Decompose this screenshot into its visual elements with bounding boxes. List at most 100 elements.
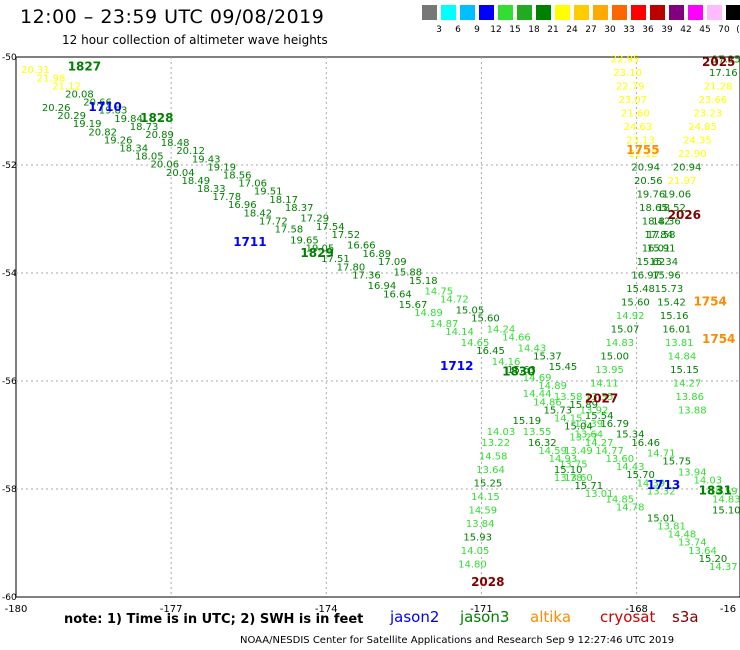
- swh-value: 15.91: [647, 243, 676, 254]
- swh-value: 15.67: [399, 300, 428, 311]
- swh-value: 14.69: [523, 373, 552, 384]
- swh-value: 15.42: [657, 297, 686, 308]
- swh-value: 14.27: [585, 438, 614, 449]
- swh-value: 20.04: [166, 168, 195, 179]
- swh-value: 18.49: [181, 176, 210, 187]
- swh-value: 14.14: [445, 327, 474, 338]
- swh-value: 22.79: [616, 81, 645, 92]
- legend-tick-label: 70: [718, 25, 730, 35]
- pass-time-label: 1754: [702, 332, 735, 346]
- swh-value: 20.08: [65, 90, 94, 101]
- swh-value: 17.06: [238, 179, 267, 190]
- satellite-jason3: jason3: [460, 608, 510, 626]
- swh-value: 14.39: [637, 478, 666, 489]
- swh-value: 15.93: [463, 532, 492, 543]
- legend-swatch: [555, 5, 570, 20]
- swh-value: 13.60: [606, 454, 635, 465]
- swh-value: 20.66: [83, 98, 112, 109]
- swh-value: 15.01: [647, 513, 676, 524]
- swh-value: 14.59: [469, 505, 498, 516]
- swh-value: 15.62: [637, 257, 666, 268]
- swh-value: 23.10: [613, 68, 642, 79]
- satellite-altika: altika: [530, 608, 572, 626]
- swh-value: 19.05: [306, 243, 335, 254]
- swh-value: 13.74: [678, 538, 707, 549]
- swh-value: 17.52: [331, 230, 360, 241]
- swh-value: 17.54: [316, 222, 345, 233]
- swh-value: 21.97: [668, 176, 697, 187]
- y-tick-label: -56: [2, 377, 17, 387]
- legend-swatch: [707, 5, 722, 20]
- swh-value: 14.15: [554, 414, 583, 425]
- legend-swatch: [612, 5, 627, 20]
- legend-tick-label: 18: [528, 25, 540, 35]
- swh-value: 15.25: [474, 478, 503, 489]
- legend-swatch: [479, 5, 494, 20]
- swh-value: 24.35: [683, 135, 712, 146]
- swh-value: 13.60: [564, 473, 593, 484]
- swh-value: 15.00: [600, 351, 629, 362]
- swh-value: 15.60: [621, 297, 650, 308]
- swh-value: 14.92: [616, 311, 645, 322]
- swh-value: 14.66: [502, 333, 531, 344]
- swh-value: 15.96: [652, 270, 681, 281]
- pass-time-label: 1830: [502, 365, 535, 379]
- swh-value: 18.05: [135, 152, 164, 163]
- swh-value: 19.43: [192, 154, 221, 165]
- swh-value: 21.98: [37, 73, 66, 84]
- legend-swatch: [498, 5, 513, 20]
- swh-value: 15.04: [564, 422, 593, 433]
- swh-value: 18.37: [285, 203, 314, 214]
- swh-value: 13.64: [476, 465, 505, 476]
- swh-value: 14.65: [461, 338, 490, 349]
- swh-value: 14.03: [693, 476, 722, 487]
- swh-value: 14.43: [518, 343, 547, 354]
- swh-value: 18.48: [161, 138, 190, 149]
- pass-time-label: 1711: [233, 235, 266, 249]
- x-tick-label: -168: [625, 604, 648, 615]
- swh-value: 20.06: [150, 160, 179, 171]
- time-labels: 1827 1710 1828 1711 1829 1712 1830 2027 1713 1831…: [68, 55, 736, 589]
- swh-value: 15.10: [712, 505, 740, 516]
- swh-value: 15.70: [626, 470, 655, 481]
- legend-tick-label: 30: [604, 25, 616, 35]
- lat-lon-grid: [16, 57, 740, 597]
- swh-value: 16.64: [383, 289, 412, 300]
- swh-value: 15.71: [575, 481, 604, 492]
- swh-value: 14.83: [712, 495, 740, 506]
- pass-time-label: 1829: [300, 246, 333, 260]
- legend-tick-label: 33: [623, 25, 635, 35]
- swh-value: 14.03: [487, 427, 516, 438]
- swh-value: 22.90: [678, 149, 707, 160]
- swh-value: 16.89: [362, 249, 391, 260]
- swh-value: 20.12: [176, 146, 205, 157]
- swh-value: 13.92: [580, 405, 609, 416]
- legend-tick-label: 9: [474, 25, 480, 35]
- legend-tick-label: 15: [509, 25, 521, 35]
- pass-time-label: 2028: [471, 575, 504, 589]
- swh-value: 17.16: [709, 68, 738, 79]
- swh-value: 14.75: [425, 287, 454, 298]
- swh-value: 13.32: [647, 486, 676, 497]
- pass-time-label: 1827: [68, 60, 101, 74]
- swh-value: 15.37: [533, 351, 562, 362]
- y-tick-label: -52: [2, 161, 17, 171]
- swh-value: 20.56: [634, 176, 663, 187]
- map-subtitle: 12 hour collection of altimeter wave hei…: [62, 33, 328, 47]
- legend-swatch: [688, 5, 703, 20]
- swh-value: 20.94: [631, 162, 660, 173]
- swh-value: 14.78: [616, 503, 645, 514]
- legend-swatch: [441, 5, 456, 20]
- swh-value: 13.81: [665, 338, 694, 349]
- swh-value: 16.46: [631, 438, 660, 449]
- x-tick-label: -16: [720, 604, 736, 615]
- swh-value: 15.63: [507, 365, 536, 376]
- swh-value: 19.76: [637, 189, 666, 200]
- swh-value: 20.94: [673, 162, 702, 173]
- pass-time-label: 2025: [702, 55, 735, 69]
- swh-value: 19.83: [99, 106, 128, 117]
- swh-value: 15.48: [626, 284, 655, 295]
- swh-value: 17.58: [275, 225, 304, 236]
- swh-value: 18.73: [130, 122, 159, 133]
- swh-value: 13.55: [523, 427, 552, 438]
